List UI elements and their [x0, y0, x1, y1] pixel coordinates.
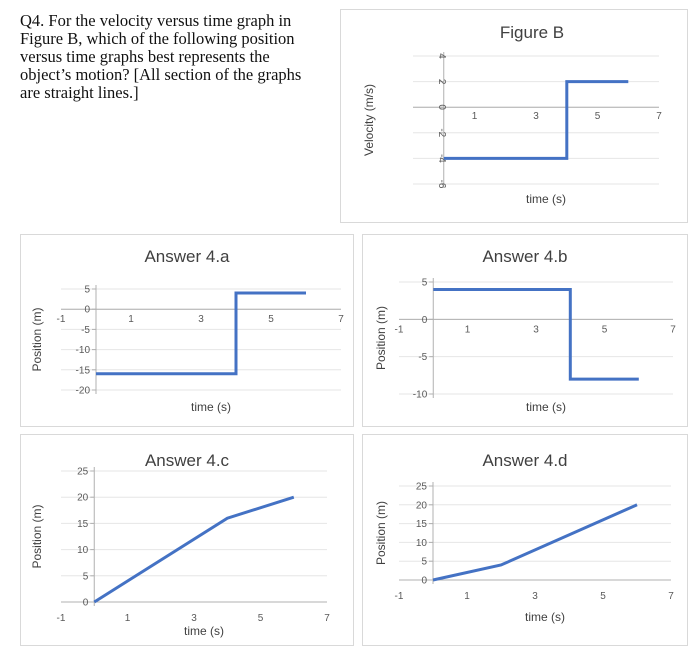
y-tick-label: -5: [418, 352, 427, 363]
x-axis-label: time (s): [526, 400, 566, 414]
y-tick-label: -2: [436, 128, 447, 137]
y-tick-label: 5: [421, 557, 427, 568]
x-axis-label: time (s): [184, 624, 224, 638]
x-tick-label: 3: [532, 591, 538, 602]
x-tick-label: 1: [128, 314, 134, 325]
x-tick-label: 5: [595, 111, 601, 122]
answer-4d-svg: Answer 4.d 25 20 15 10 5 0 -1 1 3 5 7 time (s) Positi…: [374, 451, 674, 624]
x-tick-label: 7: [670, 324, 676, 335]
y-tick-label: 5: [83, 571, 89, 582]
x-tick-label: 3: [533, 324, 539, 335]
x-axis-label: time (s): [525, 610, 565, 624]
y-tick-label: 5: [422, 278, 428, 289]
answer-4b-chart: Answer 4.b 5 0 -5 -10 -1 1 3 5 7 time (s) Position …: [362, 234, 688, 427]
y-tick-label: 0: [421, 576, 427, 587]
x-tick-label: 5: [258, 613, 264, 624]
chart-title: Answer 4.b: [482, 247, 567, 266]
y-tick-label: 0: [83, 598, 89, 609]
figure-b-chart: Figure B 4 2 0 -2 -4 -6 1 3 5 7 time (s) Velocity (m…: [340, 9, 688, 223]
y-tick-label: 25: [416, 482, 428, 493]
x-tick-label: 1: [464, 591, 470, 602]
chart-title: Figure B: [500, 23, 564, 42]
answer-4b-svg: Answer 4.b 5 0 -5 -10 -1 1 3 5 7 time (s) Position …: [374, 247, 676, 414]
x-tick-label: 3: [198, 314, 204, 325]
answer-4d-chart: Answer 4.d 25 20 15 10 5 0 -1 1 3 5 7 time (s) Positi…: [362, 434, 688, 646]
y-tick-label: 0: [84, 305, 90, 316]
x-tick-label: 7: [338, 314, 344, 325]
x-axis-label: time (s): [526, 192, 566, 206]
y-tick-label: -6: [436, 180, 447, 189]
y-tick-label: 15: [416, 519, 428, 530]
x-tick-label: 3: [191, 613, 197, 624]
y-tick-label: 25: [77, 467, 89, 478]
x-tick-label: 5: [602, 324, 608, 335]
series-line: [443, 80, 629, 160]
answer-4a-svg: Answer 4.a 5 0 -5 -10 -15 -20 -1 1 3 5 7 time (s) Pos…: [30, 247, 344, 414]
series-line: [432, 503, 638, 582]
chart-title: Answer 4.c: [145, 451, 230, 470]
y-tick-label: 15: [77, 519, 89, 530]
y-axis-label: Position (m): [30, 307, 44, 371]
x-tick-label: 5: [600, 591, 606, 602]
x-tick-label: 3: [533, 111, 539, 122]
answer-4c-chart: Answer 4.c 25 20 15 10 5 0 -1 1 3 5 7 time (s) Positi…: [20, 434, 354, 646]
y-tick-label: -10: [76, 345, 91, 356]
y-tick-label: 20: [77, 493, 89, 504]
x-tick-label: 7: [668, 591, 674, 602]
answer-4c-svg: Answer 4.c 25 20 15 10 5 0 -1 1 3 5 7 time (s) Positi…: [30, 451, 330, 638]
question-text: Q4. For the velocity versus time graph i…: [20, 11, 302, 102]
y-axis-label: Velocity (m/s): [362, 84, 376, 156]
y-axis-label: Position (m): [374, 501, 388, 565]
x-tick-label: 1: [125, 613, 131, 624]
x-tick-label: 1: [465, 324, 471, 335]
y-tick-label: -15: [76, 365, 91, 376]
x-tick-label: -1: [57, 314, 66, 325]
y-tick-label: 4: [436, 53, 447, 59]
y-tick-label: -5: [81, 325, 90, 336]
y-tick-label: 10: [416, 538, 428, 549]
y-axis-label: Position (m): [374, 306, 388, 370]
series-line: [96, 291, 306, 376]
x-axis-label: time (s): [191, 400, 231, 414]
x-tick-label: -1: [395, 324, 404, 335]
y-tick-label: 0: [422, 315, 428, 326]
series-line: [433, 288, 639, 381]
answer-4a-chart: Answer 4.a 5 0 -5 -10 -15 -20 -1 1 3 5 7 time (s) Pos…: [20, 234, 354, 427]
y-tick-label: -10: [413, 390, 428, 401]
y-tick-label: 20: [416, 500, 428, 511]
y-tick-label: 5: [84, 285, 90, 296]
y-tick-label: -4: [436, 154, 447, 163]
x-tick-label: -1: [395, 591, 404, 602]
x-tick-label: 5: [268, 314, 274, 325]
x-tick-label: 1: [472, 111, 478, 122]
y-tick-label: 10: [77, 545, 89, 556]
x-tick-label: -1: [57, 613, 66, 624]
figure-b-svg: Figure B 4 2 0 -2 -4 -6 1 3 5 7 time (s) Velocity (m…: [362, 23, 662, 206]
y-tick-label: 0: [436, 104, 447, 110]
chart-title: Answer 4.d: [482, 451, 567, 470]
y-tick-label: 2: [436, 79, 447, 85]
chart-title: Answer 4.a: [144, 247, 230, 266]
x-tick-label: 7: [656, 111, 662, 122]
x-tick-label: 7: [324, 613, 330, 624]
y-tick-label: -20: [76, 386, 91, 397]
series-line: [93, 495, 295, 604]
y-axis-label: Position (m): [30, 504, 44, 568]
